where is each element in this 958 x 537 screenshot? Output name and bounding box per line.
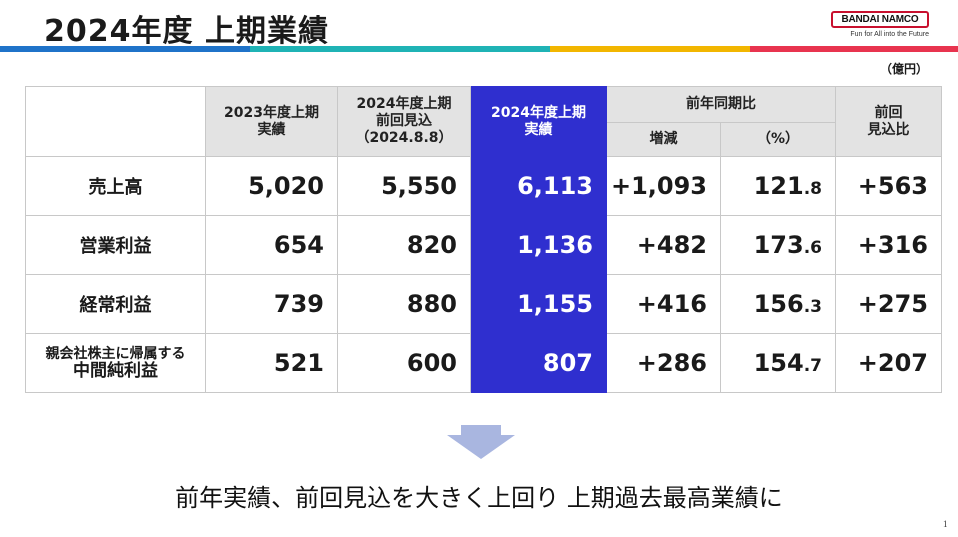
cell-pct: 173.6 bbox=[720, 215, 836, 275]
logo-wordmark: BANDAI NAMCO bbox=[831, 11, 929, 28]
cell-actual: 1,155 bbox=[470, 274, 607, 334]
table-row-sales: 売上高 5,020 5,550 6,113 +1,093 121.8 +563 bbox=[25, 156, 942, 216]
header-yoy-group: 前年同期比 bbox=[606, 86, 836, 123]
color-stripe-pink bbox=[750, 46, 958, 52]
cell-prev: 521 bbox=[205, 333, 338, 393]
unit-label: （億円） bbox=[880, 62, 929, 76]
color-stripe-teal bbox=[250, 46, 550, 52]
logo-tagline: Fun for All into the Future bbox=[850, 31, 929, 38]
color-stripe-blue bbox=[0, 46, 250, 52]
header-2024-actual: 2024年度上期 実績 bbox=[470, 86, 607, 157]
cell-actual: 6,113 bbox=[470, 156, 607, 216]
cell-pct: 121.8 bbox=[720, 156, 836, 216]
row-label: 営業利益 bbox=[25, 215, 206, 275]
cell-change: +1,093 bbox=[606, 156, 721, 216]
cell-forecast: 880 bbox=[337, 274, 471, 334]
cell-pct: 154.7 bbox=[720, 333, 836, 393]
cell-prev: 5,020 bbox=[205, 156, 338, 216]
cell-vs-forecast: +275 bbox=[835, 274, 942, 334]
cell-actual: 807 bbox=[470, 333, 607, 393]
row-label: 経常利益 bbox=[25, 274, 206, 334]
cell-change: +416 bbox=[606, 274, 721, 334]
cell-forecast: 820 bbox=[337, 215, 471, 275]
header-2023-actual: 2023年度上期 実績 bbox=[205, 86, 338, 157]
header-corner bbox=[25, 86, 206, 157]
header-yoy-change: 増減 bbox=[606, 122, 721, 157]
row-label: 売上高 bbox=[25, 156, 206, 216]
cell-change: +286 bbox=[606, 333, 721, 393]
cell-vs-forecast: +563 bbox=[835, 156, 942, 216]
header-2024-forecast: 2024年度上期 前回見込 （2024.8.8） bbox=[337, 86, 471, 157]
row-label: 親会社株主に帰属する 中間純利益 bbox=[25, 333, 206, 393]
cell-forecast: 600 bbox=[337, 333, 471, 393]
cell-forecast: 5,550 bbox=[337, 156, 471, 216]
conclusion-text: 前年実績、前回見込を大きく上回り 上期過去最高業績に bbox=[175, 484, 783, 512]
cell-vs-forecast: +316 bbox=[835, 215, 942, 275]
down-arrow-icon bbox=[447, 425, 515, 459]
cell-pct: 156.3 bbox=[720, 274, 836, 334]
cell-vs-forecast: +207 bbox=[835, 333, 942, 393]
page-title: 2024年度 上期業績 bbox=[44, 14, 329, 49]
brand-logo: BANDAI NAMCO Fun for All into the Future bbox=[831, 11, 929, 38]
header-yoy-pct: （%） bbox=[720, 122, 836, 157]
cell-prev: 739 bbox=[205, 274, 338, 334]
table-row-operating-profit: 営業利益 654 820 1,136 +482 173.6 +316 bbox=[25, 215, 942, 275]
cell-actual: 1,136 bbox=[470, 215, 607, 275]
cell-prev: 654 bbox=[205, 215, 338, 275]
page-number: 1 bbox=[943, 519, 948, 529]
header-vs-forecast: 前回 見込比 bbox=[835, 86, 942, 157]
table-row-ordinary-profit: 経常利益 739 880 1,155 +416 156.3 +275 bbox=[25, 274, 942, 334]
cell-change: +482 bbox=[606, 215, 721, 275]
color-stripe-yellow bbox=[550, 46, 750, 52]
results-table: 2023年度上期 実績 2024年度上期 前回見込 （2024.8.8） 2024年度… bbox=[25, 86, 942, 393]
table-row-net-income: 親会社株主に帰属する 中間純利益 521 600 807 +286 154.7 +… bbox=[25, 333, 942, 393]
